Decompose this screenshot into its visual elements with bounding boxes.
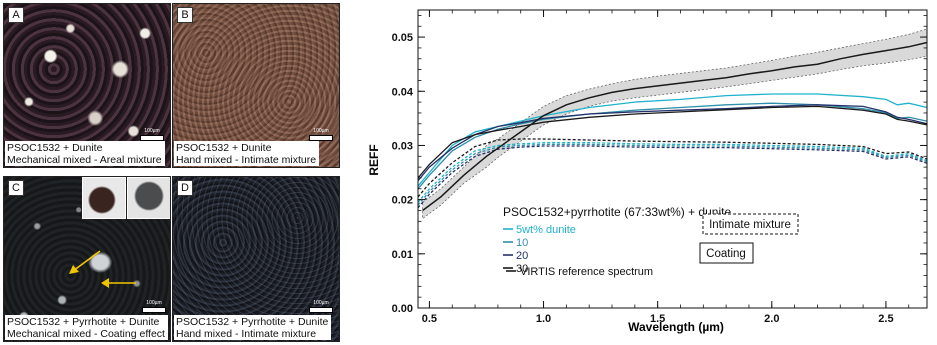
panel-letter: B — [177, 7, 193, 23]
inset-image-left — [82, 177, 126, 219]
reference-spectrum-line — [422, 41, 928, 212]
scale-bar: 100µm — [309, 300, 333, 313]
x-tick-label: 0.5 — [422, 313, 437, 325]
reference-legend-label: VIRTIS reference spectrum — [520, 266, 653, 278]
spectrum-line-intimate — [417, 143, 928, 206]
y-tick-label: 0.01 — [392, 249, 413, 261]
panel-caption: PSOC1532 + Pyrrhotite + Dunite Hand mixed… — [174, 315, 332, 340]
panel-caption: PSOC1532 + Dunite Hand mixed - Intimate m… — [174, 141, 320, 166]
y-tick-label: 0.00 — [392, 303, 413, 315]
axes: 0.00 0.01 0.02 0.03 0.04 0.05 0.5 1.0 1.5 2.0 2.5 — [392, 9, 928, 325]
spectra-lines — [417, 41, 928, 212]
intimate-mixture-annotation: Intimate mixture — [702, 213, 799, 235]
plot-frame — [417, 9, 928, 309]
spectrum-line-intimate — [417, 145, 928, 209]
spectrum-line-coating — [417, 105, 928, 179]
legend: 5wt% dunite 10 20 30 — [503, 224, 576, 275]
x-tick-label: 2.0 — [764, 313, 779, 325]
photo-panel-d: D 100µm PSOC1532 + Pyrrhotite + Dunite Ha… — [172, 176, 340, 342]
svg-text:Coating: Coating — [706, 248, 746, 260]
panel-caption: PSOC1532 + Pyrrhotite + Dunite Mechanical… — [5, 315, 168, 340]
panel-letter: A — [8, 7, 24, 23]
legend-entry: 30 — [516, 263, 528, 275]
legend-entry: 10 — [516, 237, 528, 249]
spectrum-line-intimate — [417, 142, 928, 203]
x-tick-label: 1.5 — [650, 313, 665, 325]
svg-text:Intimate mixture: Intimate mixture — [709, 219, 791, 231]
panel-caption: PSOC1532 + Dunite Mechanical mixed - Area… — [5, 141, 165, 166]
y-axis-label: REFF — [367, 144, 381, 175]
photo-panel-a: A 100µm PSOC1532 + Dunite Mechanical mixe… — [3, 3, 171, 168]
x-tick-label: 1.0 — [536, 313, 551, 325]
reference-legend-row: VIRTIS reference spectrum — [506, 266, 653, 278]
reference-uncertainty-band — [422, 28, 928, 220]
scale-bar: 100µm — [142, 300, 166, 313]
photo-panel-c: C 100µm PSOC1532 + Pyrrhotite + Dunite Me… — [3, 176, 171, 342]
panel-letter: C — [8, 180, 24, 196]
y-tick-label: 0.05 — [392, 32, 413, 44]
inset-image-right — [127, 177, 170, 219]
arrow-icon — [69, 250, 101, 274]
arrow-icon — [101, 278, 136, 288]
y-tick-label: 0.02 — [392, 195, 413, 207]
spectrum-line-intimate — [417, 138, 928, 198]
photo-panel-b: B 100µm PSOC1532 + Dunite Hand mixed - In… — [172, 3, 340, 168]
spectrum-line-coating — [417, 93, 928, 187]
coating-annotation: Coating — [699, 242, 754, 264]
photo-intimate-mixture-dark — [173, 177, 339, 341]
spectrum-line-coating — [417, 104, 928, 182]
x-tick-label: 2.5 — [878, 313, 893, 325]
y-tick-label: 0.04 — [392, 86, 414, 98]
legend-entry: 20 — [516, 250, 528, 262]
y-tick-label: 0.03 — [392, 140, 413, 152]
scale-bar: 100µm — [140, 128, 164, 141]
legend-entry: 5wt% dunite — [516, 224, 576, 236]
panel-letter: D — [177, 180, 193, 196]
x-axis-label: Wavelength (µm) — [628, 320, 724, 334]
scale-bar: 100µm — [309, 128, 333, 141]
reference-band — [422, 28, 928, 220]
legend-title: PSOC1532+pyrrhotite (67:33wt%) + dunite — [503, 205, 731, 219]
reflectance-chart: 0.000.010.020.030.040.050.5 1.0 1.5 2.0 2.5 … — [367, 9, 928, 334]
photo-areal-mixture — [4, 4, 170, 167]
spectrum-line-coating — [417, 102, 928, 190]
